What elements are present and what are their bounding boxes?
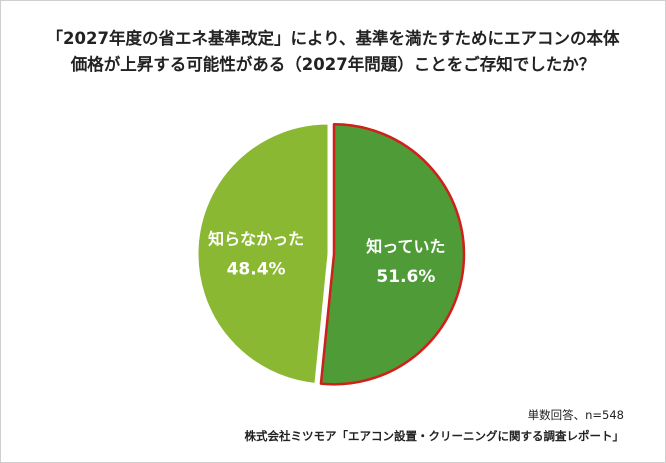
chart-title: 「2027年度の省エネ基準改定」により、基準を満たすためにエアコンの本体 価格が… xyxy=(0,26,666,78)
slice-value-0: 51.6% xyxy=(376,267,435,287)
slice-value-1: 48.4% xyxy=(227,259,286,279)
pie-labels: 知っていた 51.6% 知らなかった 48.4% xyxy=(208,229,445,287)
slice-label-1: 知らなかった xyxy=(208,229,304,248)
pie-slice-0 xyxy=(319,123,466,386)
slice-label-0: 知っていた xyxy=(366,237,445,256)
chart-title-line-1: 「2027年度の省エネ基準改定」により、基準を満たすためにエアコンの本体 xyxy=(46,29,620,48)
pie-slice-1 xyxy=(197,123,329,384)
source-credit: 株式会社ミツモア「エアコン設置・クリーニングに関する調査レポート」 xyxy=(244,429,625,443)
sample-note: 単数回答、n=548 xyxy=(527,408,624,422)
pie-slices xyxy=(197,123,466,386)
chart-title-line-2: 価格が上昇する可能性がある（2027年問題）ことをご存知でしたか？ xyxy=(70,55,596,74)
